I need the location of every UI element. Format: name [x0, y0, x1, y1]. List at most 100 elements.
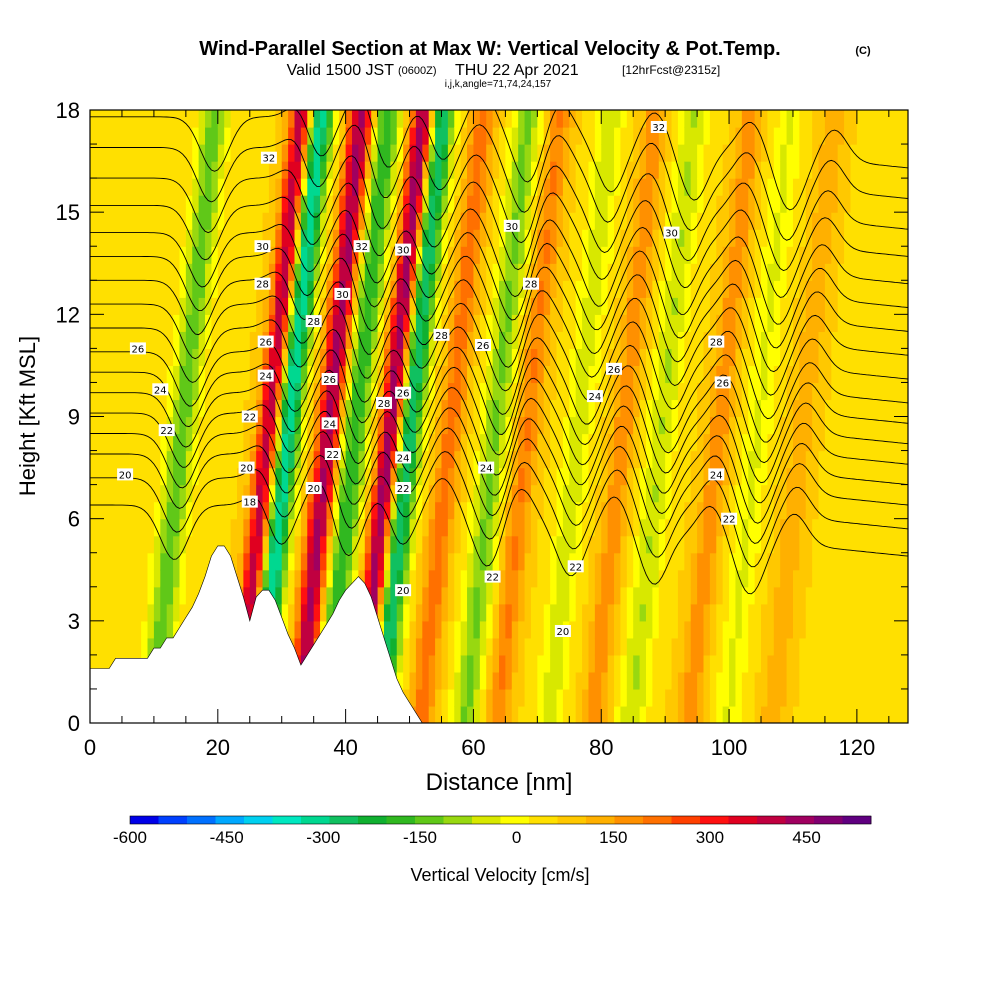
velocity-cell	[281, 586, 289, 605]
velocity-cell	[313, 552, 321, 571]
velocity-cell	[192, 161, 200, 179]
colorbar-tick-label: 300	[696, 828, 724, 847]
velocity-cell	[562, 671, 570, 690]
velocity-cell	[633, 586, 641, 605]
velocity-cell	[716, 501, 724, 520]
velocity-cell	[633, 127, 641, 145]
velocity-cell	[339, 331, 347, 349]
velocity-cell	[454, 399, 462, 418]
velocity-cell	[690, 348, 698, 367]
velocity-cell	[671, 552, 679, 571]
velocity-cell	[128, 229, 136, 247]
velocity-cell	[837, 127, 845, 145]
velocity-cell	[761, 416, 769, 435]
velocity-cell	[684, 688, 692, 707]
velocity-cell	[748, 688, 756, 707]
velocity-cell	[422, 450, 430, 469]
velocity-cell	[275, 246, 283, 264]
velocity-cell	[435, 467, 443, 486]
velocity-cell	[601, 399, 609, 418]
velocity-cell	[345, 212, 353, 230]
velocity-cell	[639, 535, 647, 554]
velocity-cell	[530, 127, 538, 145]
velocity-cell	[447, 161, 455, 179]
velocity-cell	[684, 399, 692, 418]
velocity-cell	[243, 127, 251, 145]
velocity-cell	[460, 552, 468, 571]
velocity-cell	[537, 705, 545, 723]
velocity-cell	[703, 416, 711, 435]
velocity-cell	[562, 195, 570, 213]
velocity-cell	[818, 212, 826, 230]
velocity-cell	[473, 263, 481, 281]
velocity-cell	[844, 637, 852, 656]
velocity-cell	[773, 212, 781, 230]
isentrope-line	[90, 302, 908, 420]
velocity-cell	[850, 127, 858, 145]
velocity-cell	[735, 161, 743, 179]
velocity-cell	[626, 365, 634, 384]
velocity-cell	[741, 331, 749, 349]
velocity-cell	[530, 654, 538, 673]
velocity-cell	[281, 263, 289, 281]
velocity-cell	[492, 467, 500, 486]
velocity-cell	[824, 518, 832, 537]
velocity-cell	[876, 535, 884, 554]
velocity-cell	[850, 484, 858, 503]
velocity-cell	[447, 110, 455, 128]
velocity-cell	[467, 501, 475, 520]
velocity-cell	[735, 467, 743, 486]
velocity-cell	[160, 433, 168, 452]
velocity-cell	[447, 450, 455, 469]
velocity-cell	[492, 314, 500, 332]
velocity-cell	[876, 501, 884, 520]
velocity-cell	[569, 705, 577, 723]
velocity-cell	[499, 246, 506, 264]
velocity-cell	[569, 501, 577, 520]
velocity-cell	[428, 331, 436, 349]
velocity-cell	[499, 620, 506, 639]
velocity-cell	[856, 518, 864, 537]
velocity-cell	[345, 195, 353, 213]
velocity-cell	[409, 212, 417, 230]
velocity-cell	[569, 450, 577, 469]
velocity-cell	[716, 654, 724, 673]
velocity-cell	[371, 229, 379, 247]
velocity-cell	[530, 348, 538, 367]
velocity-cell	[435, 263, 443, 281]
velocity-cell	[281, 484, 289, 503]
velocity-cell	[339, 212, 347, 230]
velocity-cell	[594, 331, 602, 349]
velocity-cell	[511, 450, 519, 469]
velocity-cell	[869, 467, 877, 486]
velocity-cell	[185, 399, 193, 418]
velocity-cell	[754, 382, 762, 401]
velocity-cell	[217, 263, 225, 281]
velocity-cell	[518, 603, 526, 622]
velocity-cell	[467, 229, 475, 247]
velocity-cell	[697, 263, 705, 281]
velocity-cell	[697, 535, 705, 554]
velocity-cell	[594, 484, 602, 503]
contour-labels: 3230282624222018282624222032303028262422…	[117, 121, 738, 638]
velocity-cell	[748, 331, 756, 349]
velocity-cell	[492, 348, 500, 367]
velocity-cell	[428, 161, 436, 179]
velocity-cell	[901, 263, 908, 281]
velocity-cell	[307, 416, 315, 435]
velocity-cell	[729, 586, 737, 605]
velocity-cell	[447, 263, 455, 281]
velocity-cell	[652, 586, 660, 605]
velocity-cell	[741, 603, 749, 622]
velocity-cell	[415, 348, 423, 367]
velocity-cell	[358, 297, 366, 315]
velocity-cell	[882, 161, 890, 179]
velocity-cell	[741, 688, 749, 707]
velocity-cell	[556, 178, 564, 196]
velocity-cell	[294, 501, 302, 520]
velocity-cell	[645, 518, 653, 537]
velocity-cell	[556, 671, 564, 690]
velocity-cell	[377, 484, 385, 503]
velocity-cell	[256, 297, 264, 315]
velocity-cell	[192, 212, 200, 230]
